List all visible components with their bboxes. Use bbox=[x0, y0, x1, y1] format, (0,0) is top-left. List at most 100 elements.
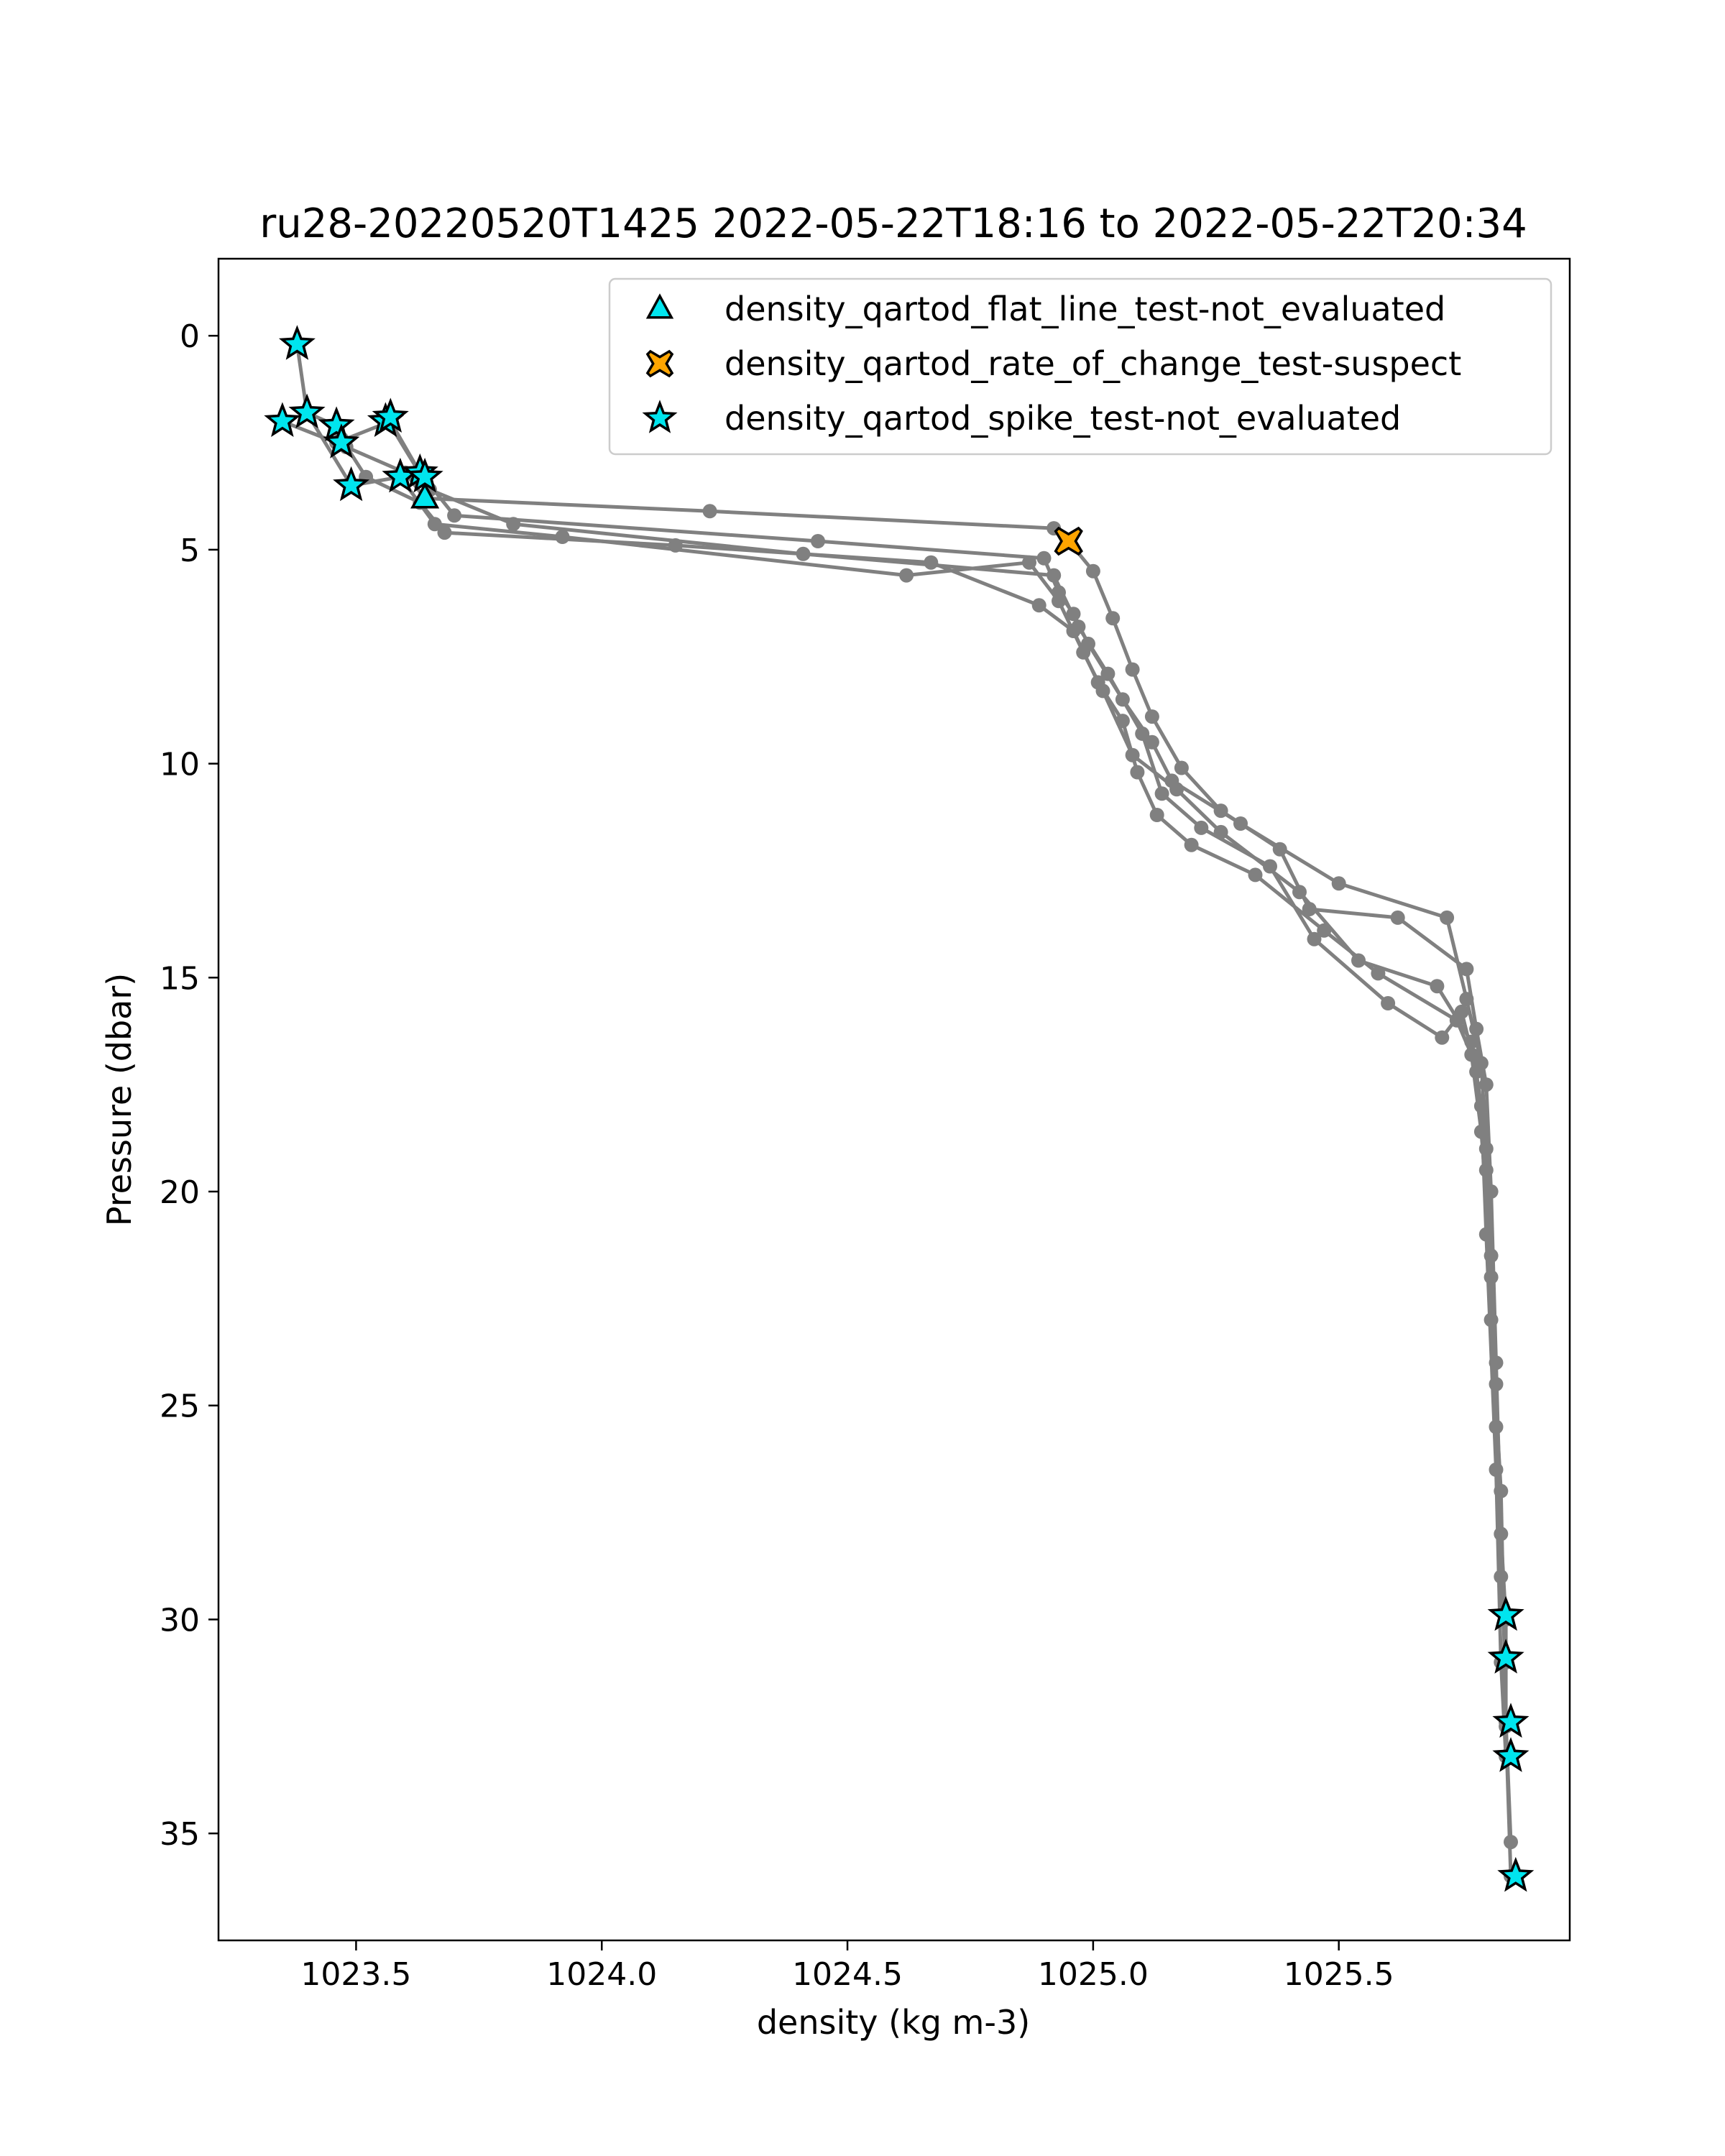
y-tick-label: 15 bbox=[160, 960, 200, 997]
qc-point-star bbox=[406, 457, 443, 493]
legend-label: density_qartod_flat_line_test-not_evalua… bbox=[724, 290, 1445, 328]
qc-point-star bbox=[278, 325, 316, 360]
y-tick-label: 5 bbox=[180, 533, 200, 569]
profile-point bbox=[1473, 1124, 1489, 1139]
profile-point bbox=[1184, 837, 1199, 852]
legend-label: density_qartod_spike_test-not_evaluated bbox=[724, 399, 1401, 438]
profile-point bbox=[1484, 1312, 1499, 1327]
profile-point bbox=[1194, 820, 1209, 835]
profile-point bbox=[1430, 979, 1445, 994]
profile-point bbox=[1464, 1047, 1479, 1062]
qc-point-star bbox=[333, 466, 370, 502]
profile-line-2 bbox=[281, 419, 1508, 1663]
profile-point bbox=[1371, 966, 1386, 981]
qc-point-star bbox=[1497, 1856, 1535, 1892]
y-tick-label: 25 bbox=[160, 1388, 200, 1425]
profile-point bbox=[1135, 726, 1150, 741]
profile-point bbox=[1248, 867, 1263, 883]
profile-point bbox=[1022, 555, 1036, 570]
profile-point bbox=[1174, 760, 1189, 775]
legend-marker-star bbox=[642, 400, 678, 433]
y-tick-label: 20 bbox=[160, 1174, 200, 1211]
profile-point bbox=[1484, 1248, 1499, 1263]
profile-point bbox=[1100, 666, 1116, 681]
qc-point-star bbox=[1492, 1703, 1530, 1738]
legend-label: density_qartod_rate_of_change_test-suspe… bbox=[724, 344, 1461, 383]
profile-point bbox=[437, 525, 452, 540]
qc-point-star bbox=[1487, 1595, 1524, 1631]
legend: density_qartod_flat_line_test-not_evalua… bbox=[608, 277, 1552, 456]
x-axis-ticks: 1023.5 1024.0 1024.5 1025.0 1025.5 bbox=[300, 1940, 1394, 1993]
plot-frame bbox=[217, 257, 1571, 1942]
profile-lines bbox=[275, 337, 1518, 1884]
profile-point bbox=[1169, 782, 1184, 797]
profile-point bbox=[1459, 962, 1474, 977]
y-axis-ticks: 0 5 10 15 20 25 30 35 bbox=[160, 318, 218, 1853]
qc-point-star bbox=[288, 393, 326, 428]
qc-point-star bbox=[1492, 1737, 1530, 1772]
chart-title: ru28-20220520T1425 2022-05-22T18:16 to 2… bbox=[259, 201, 1527, 247]
profile-point bbox=[1331, 876, 1346, 891]
x-tick-label: 1025.0 bbox=[1038, 1956, 1149, 1993]
profile-point bbox=[1494, 1483, 1509, 1498]
profile-point bbox=[1154, 786, 1169, 801]
profile-point bbox=[1052, 594, 1066, 609]
profile-point bbox=[555, 530, 570, 544]
qc-point-star bbox=[323, 423, 360, 459]
profile-point bbox=[1085, 563, 1100, 579]
qc-point-star bbox=[264, 402, 301, 438]
qc-markers bbox=[264, 325, 1535, 1892]
profile-point bbox=[1459, 992, 1474, 1007]
legend-marker-triangle bbox=[645, 293, 674, 319]
qc-point-star bbox=[1487, 1639, 1524, 1674]
profile-point bbox=[811, 534, 825, 548]
profile-point bbox=[1307, 931, 1322, 946]
x-axis-label: density (kg m-3) bbox=[757, 2003, 1030, 2042]
profile-point bbox=[1105, 611, 1121, 626]
legend-marker-x bbox=[645, 349, 674, 378]
profile-point bbox=[1489, 1377, 1504, 1391]
profile-point bbox=[1263, 859, 1277, 874]
y-axis-label: Pressure (dbar) bbox=[100, 973, 139, 1226]
y-tick-label: 35 bbox=[160, 1816, 200, 1853]
profile-point bbox=[924, 555, 939, 570]
profile-point bbox=[1115, 714, 1130, 729]
profile-point bbox=[1130, 765, 1145, 780]
profile-point bbox=[1440, 910, 1455, 925]
profile-point bbox=[506, 517, 521, 532]
y-tick-label: 30 bbox=[160, 1602, 200, 1639]
profile-point bbox=[1031, 598, 1046, 613]
profile-point bbox=[1149, 808, 1164, 822]
profile-point bbox=[1381, 996, 1396, 1010]
qc-point-star bbox=[372, 397, 409, 433]
profile-point bbox=[702, 504, 717, 519]
profile-point bbox=[1292, 885, 1307, 900]
profile-point bbox=[447, 508, 462, 523]
y-tick-label: 10 bbox=[160, 747, 200, 783]
x-tick-label: 1025.5 bbox=[1284, 1956, 1394, 1993]
x-tick-label: 1023.5 bbox=[300, 1956, 411, 1993]
profile-point bbox=[1317, 923, 1332, 938]
profile-point bbox=[1144, 709, 1159, 724]
profile-point bbox=[1144, 734, 1159, 750]
qc-point-x bbox=[1054, 526, 1083, 556]
profile-point bbox=[1504, 1835, 1518, 1850]
profile-point bbox=[668, 538, 683, 553]
qc-point-star bbox=[318, 406, 355, 441]
profile-point bbox=[899, 568, 914, 583]
profile-point bbox=[1435, 1030, 1450, 1045]
x-tick-label: 1024.5 bbox=[792, 1956, 903, 1993]
profile-point bbox=[1090, 675, 1105, 690]
x-tick-label: 1024.0 bbox=[546, 1956, 657, 1993]
legend-box bbox=[608, 277, 1552, 456]
profile-point bbox=[1036, 550, 1052, 566]
profile-point bbox=[1046, 568, 1062, 583]
profile-point bbox=[1233, 816, 1248, 831]
profile-point bbox=[1066, 624, 1081, 638]
profile-line-3 bbox=[305, 412, 1508, 1757]
qc-point-triangle bbox=[410, 482, 440, 509]
profile-point bbox=[1390, 910, 1405, 925]
profile-point bbox=[1125, 662, 1140, 677]
profile-point bbox=[1449, 1013, 1464, 1028]
